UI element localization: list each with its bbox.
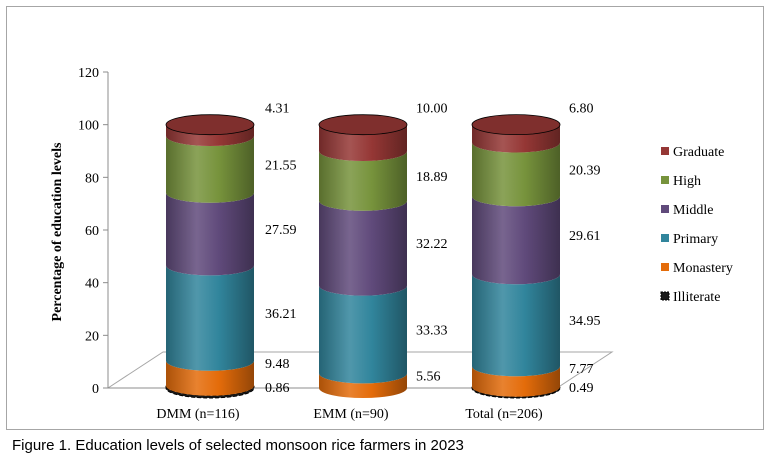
chart-svg: 0 20 40 60 80 100 120 Percentage of education l… [50,66,733,422]
bar-segment [166,192,254,276]
bar-segment [319,373,407,398]
data-label: 0.49 [569,381,594,396]
cylinder-0 [165,114,255,399]
y-tick-label: 20 [85,329,99,344]
y-tick-label: 0 [92,382,99,397]
y-tick-label: 60 [85,224,99,239]
cylinder-2 [471,114,561,399]
cylinder-top-cap [471,114,561,136]
legend-label: Graduate [673,145,724,160]
data-label: 20.39 [569,163,601,178]
legend-swatch [661,147,669,155]
legend-label: Monastery [673,261,733,276]
data-label: 5.56 [416,369,441,384]
legend-label: Primary [673,232,718,247]
legend-swatch [661,176,669,184]
bar-segment [319,151,407,211]
data-label: 9.48 [265,357,290,372]
data-label: 27.59 [265,223,297,238]
y-axis-title: Percentage of education levels [50,142,65,322]
x-tick-label: DMM (n=116) [156,407,240,422]
chart-frame: 0 20 40 60 80 100 120 Percentage of education l… [6,6,764,430]
bar-segment [472,366,560,397]
data-label: 33.33 [416,323,448,338]
legend-label: Middle [673,203,713,218]
legend-label: Illiterate [673,290,720,305]
data-label: 21.55 [265,158,297,173]
bar-segment [166,265,254,371]
legend-swatch [661,263,669,271]
y-tick-label: 120 [78,66,99,81]
data-label: 18.89 [416,170,448,185]
bar-segment [472,274,560,377]
y-tick-label: 80 [85,171,99,186]
data-label: 32.22 [416,237,448,252]
bar-segment [472,142,560,207]
y-tick-label: 100 [78,119,99,134]
data-label: 29.61 [569,229,601,244]
bar-segment [166,124,254,147]
data-label: 7.77 [569,362,594,377]
legend-swatch [661,234,669,242]
bar-segment [319,285,407,384]
x-tick-label: Total (n=206) [465,407,543,422]
legend-label: High [673,174,701,189]
data-label: 10.00 [416,102,448,117]
bar-segment [166,360,254,396]
data-label: 0.86 [265,381,290,396]
bar-segment [319,200,407,296]
legend-swatch [660,291,670,301]
y-tick-label: 40 [85,277,99,292]
data-label: 6.80 [569,102,594,117]
bar-segment [166,136,254,203]
cylinder-top-cap [165,114,255,136]
x-tick-label: EMM (n=90) [313,407,389,422]
bar-segment [472,124,560,153]
figure-caption: Figure 1. Education levels of selected m… [12,437,464,454]
legend-swatch [661,205,669,213]
data-label: 36.21 [265,307,297,322]
cylinder-top-cap [318,114,408,136]
data-label: 34.95 [569,314,601,329]
cylinder-1 [318,114,408,398]
bar-segment [165,385,255,399]
data-label: 4.31 [265,102,290,117]
bar-segment [472,196,560,285]
